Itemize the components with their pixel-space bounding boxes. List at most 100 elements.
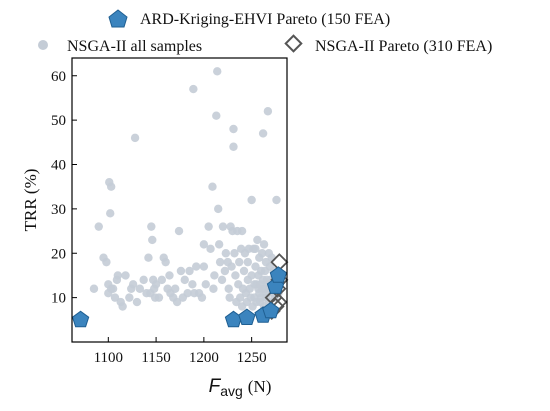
all-samples-point [235,257,244,267]
all-samples-point [231,271,240,280]
all-samples-point [218,222,228,231]
all-samples-point [180,275,189,285]
all-samples-point [176,266,186,276]
ticks-layer: 1100 1150 1200 1250 10 20 30 40 50 60 [51,69,267,366]
all-samples-point [171,284,180,293]
all-samples-point [154,293,164,302]
y-tick-label: 10 [51,291,66,307]
plot-frame [71,57,288,343]
all-samples-point [213,67,222,76]
all-samples-point [151,280,161,289]
all-samples-point [102,257,111,267]
points-layer [71,67,289,328]
all-samples-point [251,262,260,271]
all-samples-point [139,275,148,285]
all-samples-point [157,275,167,285]
all-samples-point [210,271,219,280]
all-samples-point [220,266,230,276]
x-tick-label: 1200 [189,350,219,366]
all-samples-point [197,293,207,302]
legend-marker-all-samples [38,40,48,50]
all-samples-point [125,293,134,302]
all-samples-point [227,262,236,271]
all-samples-point [237,226,247,236]
y-tick-label: 60 [51,69,66,85]
all-samples-point [212,111,221,120]
all-samples-point [259,240,269,249]
all-samples-point [267,253,276,262]
x-axis-title-sub: avg [220,383,243,399]
all-samples-point [199,262,209,271]
x-axis-title-main: F [209,376,222,397]
all-samples-point [144,253,153,262]
all-samples-point [183,288,192,298]
legend-entry-all-samples: NSGA-II all samples [38,38,202,55]
ehvi-pareto-point [71,310,90,328]
all-samples-point [206,244,215,254]
all-samples-point [185,266,194,276]
y-tick-label: 50 [51,113,66,129]
legend-label-all-samples: NSGA-II all samples [67,38,202,55]
all-samples-point [132,297,142,307]
all-samples-point [258,129,268,138]
legend-label-nsga-pareto: NSGA-II Pareto (310 FEA) [315,38,492,55]
all-samples-point [147,222,156,231]
all-samples-point [243,257,253,267]
x-tick-label: 1100 [94,350,123,366]
all-samples-point [89,284,99,293]
all-samples-point [251,244,260,254]
all-samples-point [118,302,127,311]
legend-entry-nsga-pareto: NSGA-II Pareto (310 FEA) [284,34,492,55]
all-samples-point [257,249,267,258]
all-samples-point [135,284,145,293]
all-samples-point [221,249,231,258]
all-samples-point [130,133,140,143]
all-samples-point [192,262,201,271]
all-samples-point [225,293,234,302]
nsga-pareto-point [270,253,289,272]
all-samples-point [229,124,238,134]
legend-entry-ehvi-pareto: ARD-Kriging-EHVI Pareto (150 FEA) [108,9,390,28]
all-samples-point [174,226,184,236]
series-pentagon [71,266,288,328]
all-samples-point [106,209,115,218]
all-samples-point [229,142,238,151]
all-samples-point [148,235,157,245]
legend: ARD-Kriging-EHVI Pareto (150 FEA) NSGA-I… [38,9,492,55]
all-samples-point [161,257,170,267]
all-samples-point [214,204,223,214]
ehvi-pareto-point [269,266,288,283]
ehvi-pareto-point [238,308,256,325]
x-axis-title-unit: (N) [248,377,272,396]
all-samples-point [165,271,174,280]
all-samples-point [247,195,256,205]
all-samples-point [214,240,224,249]
all-samples-point [235,293,245,302]
legend-label-ehvi-pareto: ARD-Kriging-EHVI Pareto (150 FEA) [140,11,390,28]
legend-marker-ehvi-pareto [108,9,128,28]
all-samples-point [108,284,118,293]
all-samples-point [201,280,210,289]
all-samples-point [204,222,213,231]
all-samples-point [113,271,123,280]
all-samples-point [188,280,197,289]
x-tick-label: 1250 [237,350,267,366]
all-samples-point [106,182,116,191]
all-samples-point [230,249,239,258]
all-samples-point [209,284,218,293]
y-tick-label: 30 [51,202,66,218]
legend-marker-nsga-pareto [284,34,303,53]
all-samples-point [247,271,256,280]
all-samples-point [215,257,225,267]
x-tick-label: 1150 [141,350,170,366]
all-samples-point [121,271,130,280]
all-samples-point [263,107,273,116]
ehvi-pareto-point [262,301,280,319]
x-axis-title: Favg (N) [209,376,272,399]
all-samples-point [224,284,233,293]
all-samples-point [199,240,209,249]
all-samples-point [272,195,281,205]
all-samples-point [208,182,217,191]
all-samples-point [189,84,198,94]
